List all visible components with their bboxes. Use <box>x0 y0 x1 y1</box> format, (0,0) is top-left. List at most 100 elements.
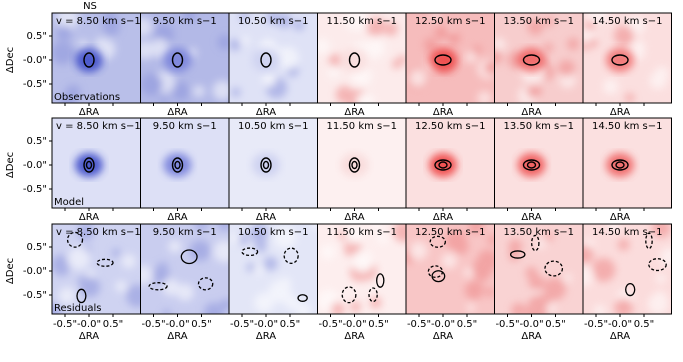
noise-blob <box>262 72 276 87</box>
noise-blob <box>607 224 620 232</box>
residual-contour <box>197 277 214 291</box>
noise-blob <box>477 249 495 271</box>
panel: 14.50 km s−1 ΔRA <box>582 12 672 118</box>
panel: 14.50 km s−1 ΔRA <box>582 117 672 223</box>
noise-blob <box>526 83 542 99</box>
panel-image <box>494 224 583 314</box>
noise-blob <box>246 262 256 272</box>
emission <box>606 153 634 177</box>
velocity-label: 11.50 km s−1 <box>327 227 397 238</box>
residual-contour <box>427 265 444 278</box>
noise-blob <box>140 17 153 37</box>
figure-title: NS <box>83 1 97 12</box>
contour <box>171 52 184 68</box>
residual-contour <box>376 273 385 288</box>
noise-blob <box>591 257 616 282</box>
emission <box>340 153 369 177</box>
panel: 10.50 km s−1 ΔRA <box>228 12 318 118</box>
contour <box>526 161 537 169</box>
noise-blob <box>377 233 388 244</box>
residual-contour <box>283 247 299 264</box>
row-label: Residuals <box>54 303 101 314</box>
noise-blob <box>545 232 554 242</box>
noise <box>508 232 573 314</box>
velocity-label: 12.50 km s−1 <box>415 121 485 132</box>
noise-blob <box>477 91 492 103</box>
panel-frame <box>582 223 672 315</box>
noise-blob <box>168 239 182 253</box>
residual-contour <box>66 231 84 248</box>
emission <box>517 153 546 177</box>
x-tick-label: 0.5" <box>103 319 124 330</box>
noise <box>406 224 495 313</box>
noise-blob <box>77 276 88 286</box>
x-axis-label: ΔRA <box>167 331 187 342</box>
y-axis-label: ΔDec <box>5 258 16 284</box>
row-label: Model <box>54 197 84 208</box>
noise <box>230 224 318 314</box>
panel-image <box>494 118 583 208</box>
x-tick-label: -0.5" <box>584 319 608 330</box>
panel: 9.50 km s−1 ΔRA <box>140 12 230 118</box>
velocity-label: v = 8.50 km s−1 <box>56 121 141 132</box>
velocity-label: 9.50 km s−1 <box>153 121 217 132</box>
emission <box>517 48 546 72</box>
noise-blob <box>494 37 506 52</box>
noise <box>317 13 406 103</box>
emission <box>163 48 192 72</box>
noise-blob <box>56 13 80 30</box>
noise-blob <box>102 18 120 36</box>
noise-blob <box>241 36 250 45</box>
noise-blob <box>453 239 469 255</box>
contour <box>522 54 541 66</box>
x-tick-label: 0.5" <box>368 319 389 330</box>
noise-blob <box>67 247 90 271</box>
noise-blob <box>494 49 503 65</box>
noise-blob <box>614 298 633 314</box>
noise-blob <box>276 13 292 28</box>
panel-image <box>583 224 672 314</box>
noise-blob <box>115 280 127 292</box>
noise-blob <box>140 265 153 285</box>
x-tick-label: -0.0" <box>608 319 632 330</box>
noise-blob <box>162 278 180 296</box>
noise-blob <box>220 298 229 311</box>
x-tick-label: 0.5" <box>545 319 566 330</box>
panel: 9.50 km s−1 -0.5" -0.0" 0.5" ΔRA <box>140 223 230 342</box>
noise-blob <box>369 296 382 309</box>
velocity-label: 14.50 km s−1 <box>592 16 662 27</box>
x-axis-label: ΔRA <box>344 331 364 342</box>
panel: v = 8.50 km s−1 ΔRA <box>49 12 141 118</box>
noise-blob <box>150 38 170 58</box>
noise-blob <box>52 254 72 275</box>
noise-blob <box>441 253 458 269</box>
x-tick-label: 0.5" <box>191 319 212 330</box>
noise-blob <box>253 265 263 275</box>
noise-blob <box>58 287 76 305</box>
noise-blob <box>583 265 594 287</box>
x-axis-label: ΔRA <box>167 212 187 223</box>
noise-blob <box>268 280 292 303</box>
noise-blob <box>484 61 495 75</box>
noise-blob <box>409 69 427 87</box>
velocity-label: v = 8.50 km s−1 <box>56 227 141 238</box>
noise-blob <box>52 41 75 65</box>
noise-blob <box>543 277 566 301</box>
panel: 13.50 km s−1 -0.5" -0.0" 0.5" ΔRA <box>494 223 584 342</box>
noise-blob <box>464 280 484 300</box>
y-axis-label: ΔDec <box>5 47 16 73</box>
noise-blob <box>485 287 495 297</box>
noise-blob <box>472 45 482 55</box>
emission <box>75 48 103 72</box>
noise-blob <box>652 224 671 238</box>
noise-blob <box>463 267 474 278</box>
y-tick-label: -0.5" <box>23 184 47 195</box>
residual-contour <box>341 286 357 304</box>
noise-blob <box>371 224 383 230</box>
contour <box>262 160 270 170</box>
panel: 12.50 km s−1 ΔRA <box>405 117 495 223</box>
noise-blob <box>528 274 545 292</box>
noise-blob <box>254 292 274 313</box>
noise-blob <box>617 238 630 251</box>
